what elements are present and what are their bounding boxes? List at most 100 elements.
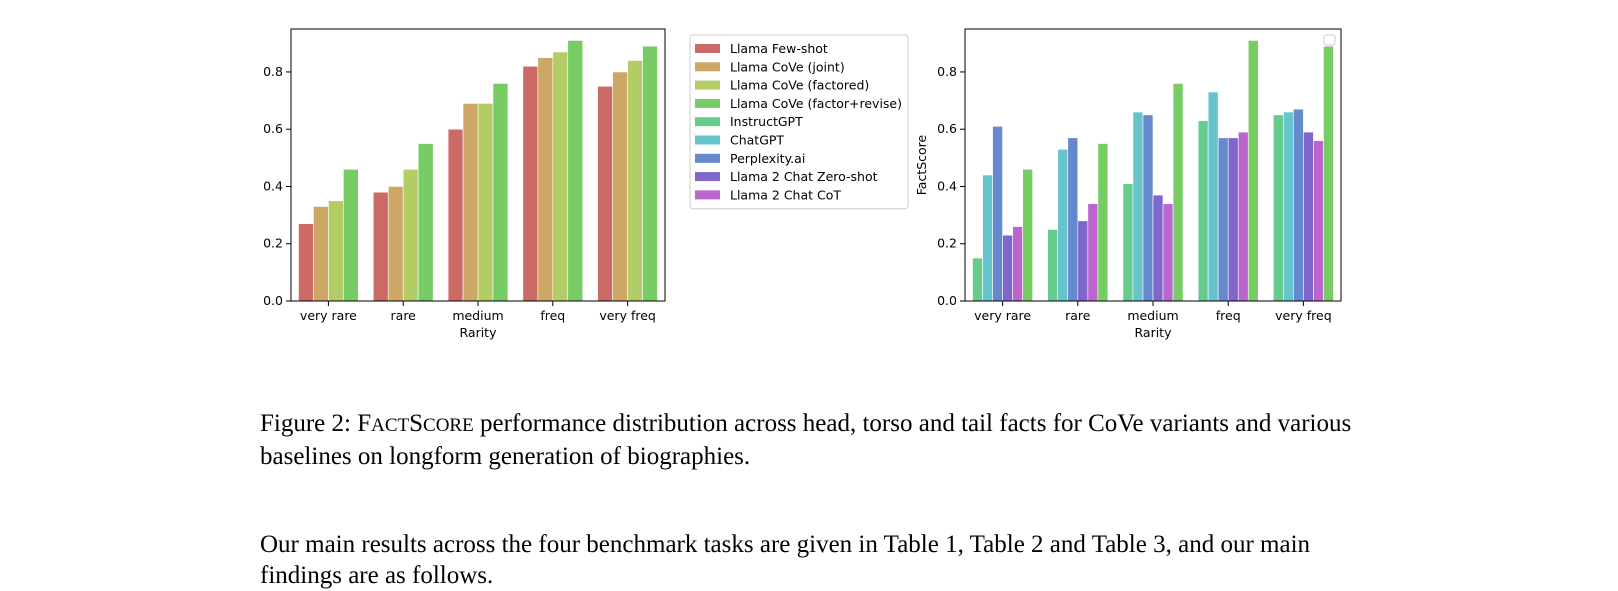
bar — [477, 103, 494, 302]
bar — [447, 128, 464, 302]
legend: Llama Few-shot Llama CoVe (joint) Llama Co… — [689, 34, 909, 210]
x-tick-label: rare — [391, 308, 417, 323]
legend-label: Llama CoVe (factored) — [730, 78, 869, 93]
legend-swatch — [695, 98, 720, 108]
legend-label: Llama CoVe (joint) — [730, 59, 845, 74]
bar — [1323, 45, 1334, 302]
bar — [1162, 203, 1174, 302]
caption-prefix: Figure 2: — [260, 410, 358, 437]
caption-rest: performance distribution across head, to… — [260, 410, 1352, 470]
bar — [537, 57, 554, 302]
bar — [1077, 220, 1089, 302]
bar — [1132, 111, 1144, 302]
figure-caption: Figure 2: FACTSCORE performance distribu… — [260, 408, 1375, 472]
bar — [1057, 148, 1069, 302]
bar — [612, 71, 628, 302]
y-tick-label: 0.2 — [937, 236, 957, 251]
y-tick-label: 0.0 — [937, 293, 957, 308]
legend-swatch — [695, 44, 720, 53]
x-tick-label: freq — [1216, 308, 1241, 323]
x-tick-label: medium — [452, 308, 503, 323]
bar — [1303, 131, 1314, 302]
factscore-sc-act: ACT — [371, 415, 410, 436]
bar — [972, 257, 983, 302]
legend-label: Llama CoVe (factor+revise) — [730, 96, 902, 111]
legend-label: ChatGPT — [730, 133, 784, 148]
x-axis-label: Rarity — [1135, 325, 1173, 340]
bar — [492, 83, 509, 302]
y-tick-label: 0.2 — [263, 236, 283, 251]
bar — [343, 168, 359, 302]
figure-charts: 0.0 0.2 0.4 0.6 0.8 very rare rare medium freq ve… — [263, 28, 1342, 340]
bar — [462, 103, 479, 302]
bar — [567, 40, 584, 302]
x-tick-label: medium — [1127, 308, 1178, 323]
bar — [1237, 131, 1249, 302]
factscore-sc-core: CORE — [423, 415, 474, 436]
bar — [1097, 143, 1109, 302]
bar — [417, 143, 434, 302]
bar — [1227, 137, 1239, 302]
legend-label: InstructGPT — [730, 114, 803, 129]
y-tick-label: 0.8 — [937, 64, 957, 79]
bar — [1022, 168, 1033, 302]
legend-swatch — [695, 62, 720, 72]
factscore-sc-s: S — [409, 410, 424, 437]
bar — [328, 200, 344, 302]
legend-label: Llama 2 Chat Zero-shot — [730, 169, 878, 184]
legend-swatch — [695, 117, 720, 127]
bar — [1197, 120, 1209, 302]
bar — [1012, 226, 1023, 302]
bar — [982, 174, 993, 302]
bar — [1247, 40, 1259, 302]
y-tick-label: 0.8 — [263, 64, 283, 79]
x-tick-label: very rare — [974, 308, 1031, 323]
x-tick-label: very freq — [1275, 308, 1332, 323]
bar — [1047, 229, 1059, 302]
bar — [1313, 140, 1324, 302]
body-paragraph: Our main results across the four benchma… — [260, 531, 1311, 589]
y-tick-label: 0.6 — [937, 121, 957, 136]
x-tick-label: very rare — [300, 308, 357, 323]
legend-label: Perplexity.ai — [730, 151, 805, 166]
bar — [1122, 183, 1134, 302]
bar — [1142, 114, 1154, 302]
legend-label: Llama 2 Chat CoT — [730, 187, 841, 202]
bar — [992, 126, 1003, 302]
bar — [313, 206, 329, 302]
chart-2: 0.0 0.2 0.4 0.6 0.8 very rare rare medium freq ve… — [914, 28, 1342, 340]
bar — [552, 51, 569, 302]
legend-frame — [689, 34, 909, 210]
bar — [298, 223, 314, 302]
legend-label: Llama Few-shot — [730, 41, 828, 56]
bar — [387, 186, 404, 302]
bar — [402, 168, 419, 302]
bar — [1002, 234, 1013, 302]
y-axis-label: FactScore — [914, 134, 929, 195]
bar — [1217, 137, 1229, 302]
bar — [627, 60, 643, 302]
bar — [372, 191, 389, 302]
chart-1: 0.0 0.2 0.4 0.6 0.8 very rare rare medium freq ve… — [263, 28, 666, 340]
y-tick-label: 0.0 — [263, 293, 283, 308]
legend-swatch — [695, 80, 720, 90]
legend-swatch — [695, 153, 720, 163]
bar — [1152, 194, 1164, 302]
x-tick-label: rare — [1065, 308, 1091, 323]
bar — [522, 65, 539, 302]
bar — [1283, 111, 1294, 302]
y-tick-label: 0.6 — [263, 121, 283, 136]
x-axis-label: Rarity — [460, 325, 498, 340]
x-tick-label: very freq — [599, 308, 656, 323]
x-tick-label: freq — [540, 308, 565, 323]
y-tick-label: 0.4 — [263, 178, 283, 193]
bar — [1067, 137, 1079, 302]
bar — [1293, 108, 1304, 302]
legend-swatch — [695, 190, 720, 200]
bar — [642, 45, 658, 302]
bar — [1207, 91, 1219, 302]
bar — [1172, 83, 1184, 302]
legend-swatch — [695, 135, 720, 145]
bar — [1087, 203, 1099, 302]
bar — [1273, 114, 1284, 302]
